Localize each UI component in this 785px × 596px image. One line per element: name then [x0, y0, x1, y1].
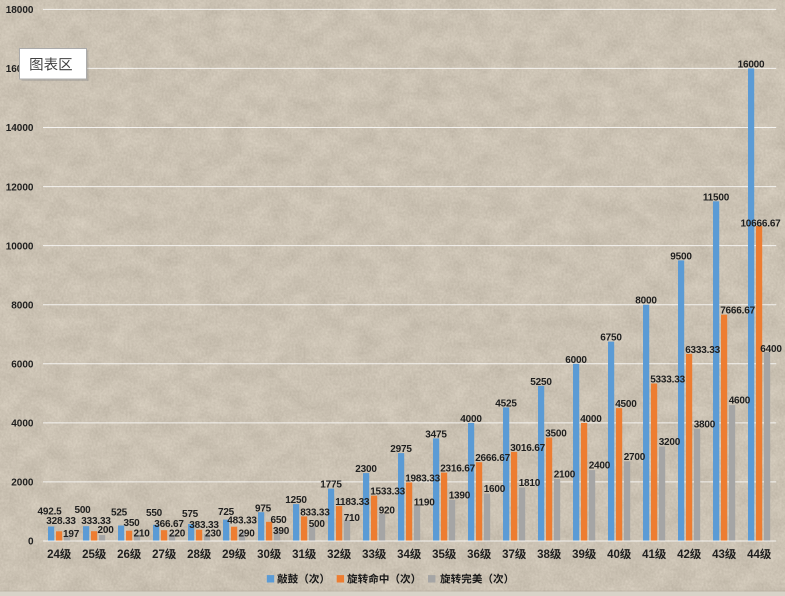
svg-text:500: 500 [74, 505, 91, 516]
svg-text:920: 920 [379, 505, 396, 516]
svg-text:230: 230 [205, 529, 222, 540]
svg-text:6750: 6750 [600, 333, 622, 344]
svg-text:4000: 4000 [460, 414, 482, 425]
svg-text:290: 290 [239, 528, 256, 539]
svg-text:31: 31 [292, 549, 305, 561]
svg-text:36: 36 [467, 549, 480, 561]
svg-text:11500: 11500 [703, 192, 730, 203]
svg-text:12000: 12000 [6, 182, 34, 193]
svg-text:1390: 1390 [449, 490, 471, 501]
svg-text:500: 500 [309, 519, 326, 530]
svg-text:525: 525 [111, 508, 128, 519]
svg-text:3800: 3800 [694, 419, 716, 430]
svg-text:40: 40 [607, 549, 620, 561]
svg-text:2975: 2975 [390, 444, 412, 455]
svg-text:4000: 4000 [580, 414, 602, 425]
svg-text:2400: 2400 [589, 461, 611, 472]
svg-text:29: 29 [222, 549, 235, 561]
svg-text:26: 26 [117, 549, 130, 561]
svg-text:2666.67: 2666.67 [475, 453, 510, 464]
svg-text:18000: 18000 [6, 5, 34, 16]
svg-text:30: 30 [257, 549, 270, 561]
svg-text:3475: 3475 [425, 429, 447, 440]
svg-text:1983.33: 1983.33 [405, 473, 440, 484]
svg-text:10666.67: 10666.67 [740, 219, 781, 230]
svg-text:27: 27 [152, 549, 165, 561]
svg-text:366.67: 366.67 [154, 519, 184, 530]
svg-text:1250: 1250 [285, 495, 307, 506]
svg-text:6400: 6400 [760, 344, 782, 355]
svg-text:725: 725 [218, 507, 235, 518]
svg-text:0: 0 [28, 537, 34, 548]
svg-text:5333.33: 5333.33 [650, 375, 685, 386]
svg-text:1600: 1600 [484, 484, 506, 495]
svg-text:975: 975 [255, 504, 272, 515]
svg-text:6000: 6000 [565, 355, 587, 366]
svg-text:2700: 2700 [624, 452, 646, 463]
svg-text:35: 35 [432, 549, 445, 561]
svg-text:1810: 1810 [519, 478, 541, 489]
svg-text:14000: 14000 [6, 123, 34, 134]
svg-text:5250: 5250 [530, 377, 552, 388]
svg-text:220: 220 [169, 529, 186, 540]
svg-text:1533.33: 1533.33 [370, 487, 405, 498]
svg-text:25: 25 [82, 549, 95, 561]
svg-text:3016.67: 3016.67 [510, 443, 545, 454]
svg-text:39: 39 [572, 549, 585, 561]
svg-text:2300: 2300 [355, 464, 377, 475]
svg-text:1190: 1190 [414, 497, 436, 508]
svg-text:44: 44 [747, 549, 760, 561]
svg-text:9500: 9500 [670, 251, 692, 262]
svg-text:2100: 2100 [554, 470, 576, 481]
svg-text:6000: 6000 [11, 360, 34, 371]
svg-text:41: 41 [642, 549, 655, 561]
svg-text:2000: 2000 [11, 478, 34, 489]
svg-text:34: 34 [397, 549, 410, 561]
svg-text:33: 33 [362, 549, 375, 561]
svg-text:10000: 10000 [6, 241, 34, 252]
svg-text:42: 42 [677, 549, 690, 561]
svg-text:3500: 3500 [545, 429, 567, 440]
svg-text:390: 390 [273, 526, 290, 537]
svg-text:3200: 3200 [659, 437, 681, 448]
svg-text:8000: 8000 [11, 300, 34, 311]
svg-text:1183.33: 1183.33 [335, 497, 370, 508]
svg-text:4600: 4600 [729, 396, 751, 407]
svg-text:7666.67: 7666.67 [720, 306, 755, 317]
svg-text:328.33: 328.33 [46, 516, 76, 527]
svg-text:210: 210 [134, 528, 151, 539]
svg-text:492.5: 492.5 [37, 507, 62, 518]
svg-text:350: 350 [123, 518, 140, 529]
svg-text:8000: 8000 [635, 296, 657, 307]
svg-text:4000: 4000 [11, 419, 34, 430]
svg-text:4525: 4525 [495, 398, 517, 409]
svg-text:197: 197 [63, 529, 80, 540]
svg-text:6333.33: 6333.33 [685, 345, 720, 356]
svg-text:16000: 16000 [738, 59, 765, 70]
svg-text:2316.67: 2316.67 [440, 464, 475, 475]
svg-text:710: 710 [344, 513, 361, 524]
svg-text:483.33: 483.33 [227, 516, 257, 527]
svg-text:4500: 4500 [615, 399, 637, 410]
svg-text:200: 200 [98, 525, 115, 536]
svg-text:43: 43 [712, 549, 725, 561]
svg-text:333.33: 333.33 [81, 516, 111, 527]
svg-text:550: 550 [146, 508, 163, 519]
svg-text:28: 28 [187, 549, 200, 561]
svg-text:1775: 1775 [320, 480, 342, 491]
svg-text:37: 37 [502, 549, 515, 561]
svg-text:24: 24 [47, 549, 60, 561]
svg-text:575: 575 [182, 509, 199, 520]
svg-text:833.33: 833.33 [300, 507, 330, 518]
svg-text:32: 32 [327, 549, 340, 561]
svg-text:650: 650 [270, 515, 287, 526]
svg-text:383.33: 383.33 [189, 520, 219, 531]
svg-text:38: 38 [537, 549, 550, 561]
